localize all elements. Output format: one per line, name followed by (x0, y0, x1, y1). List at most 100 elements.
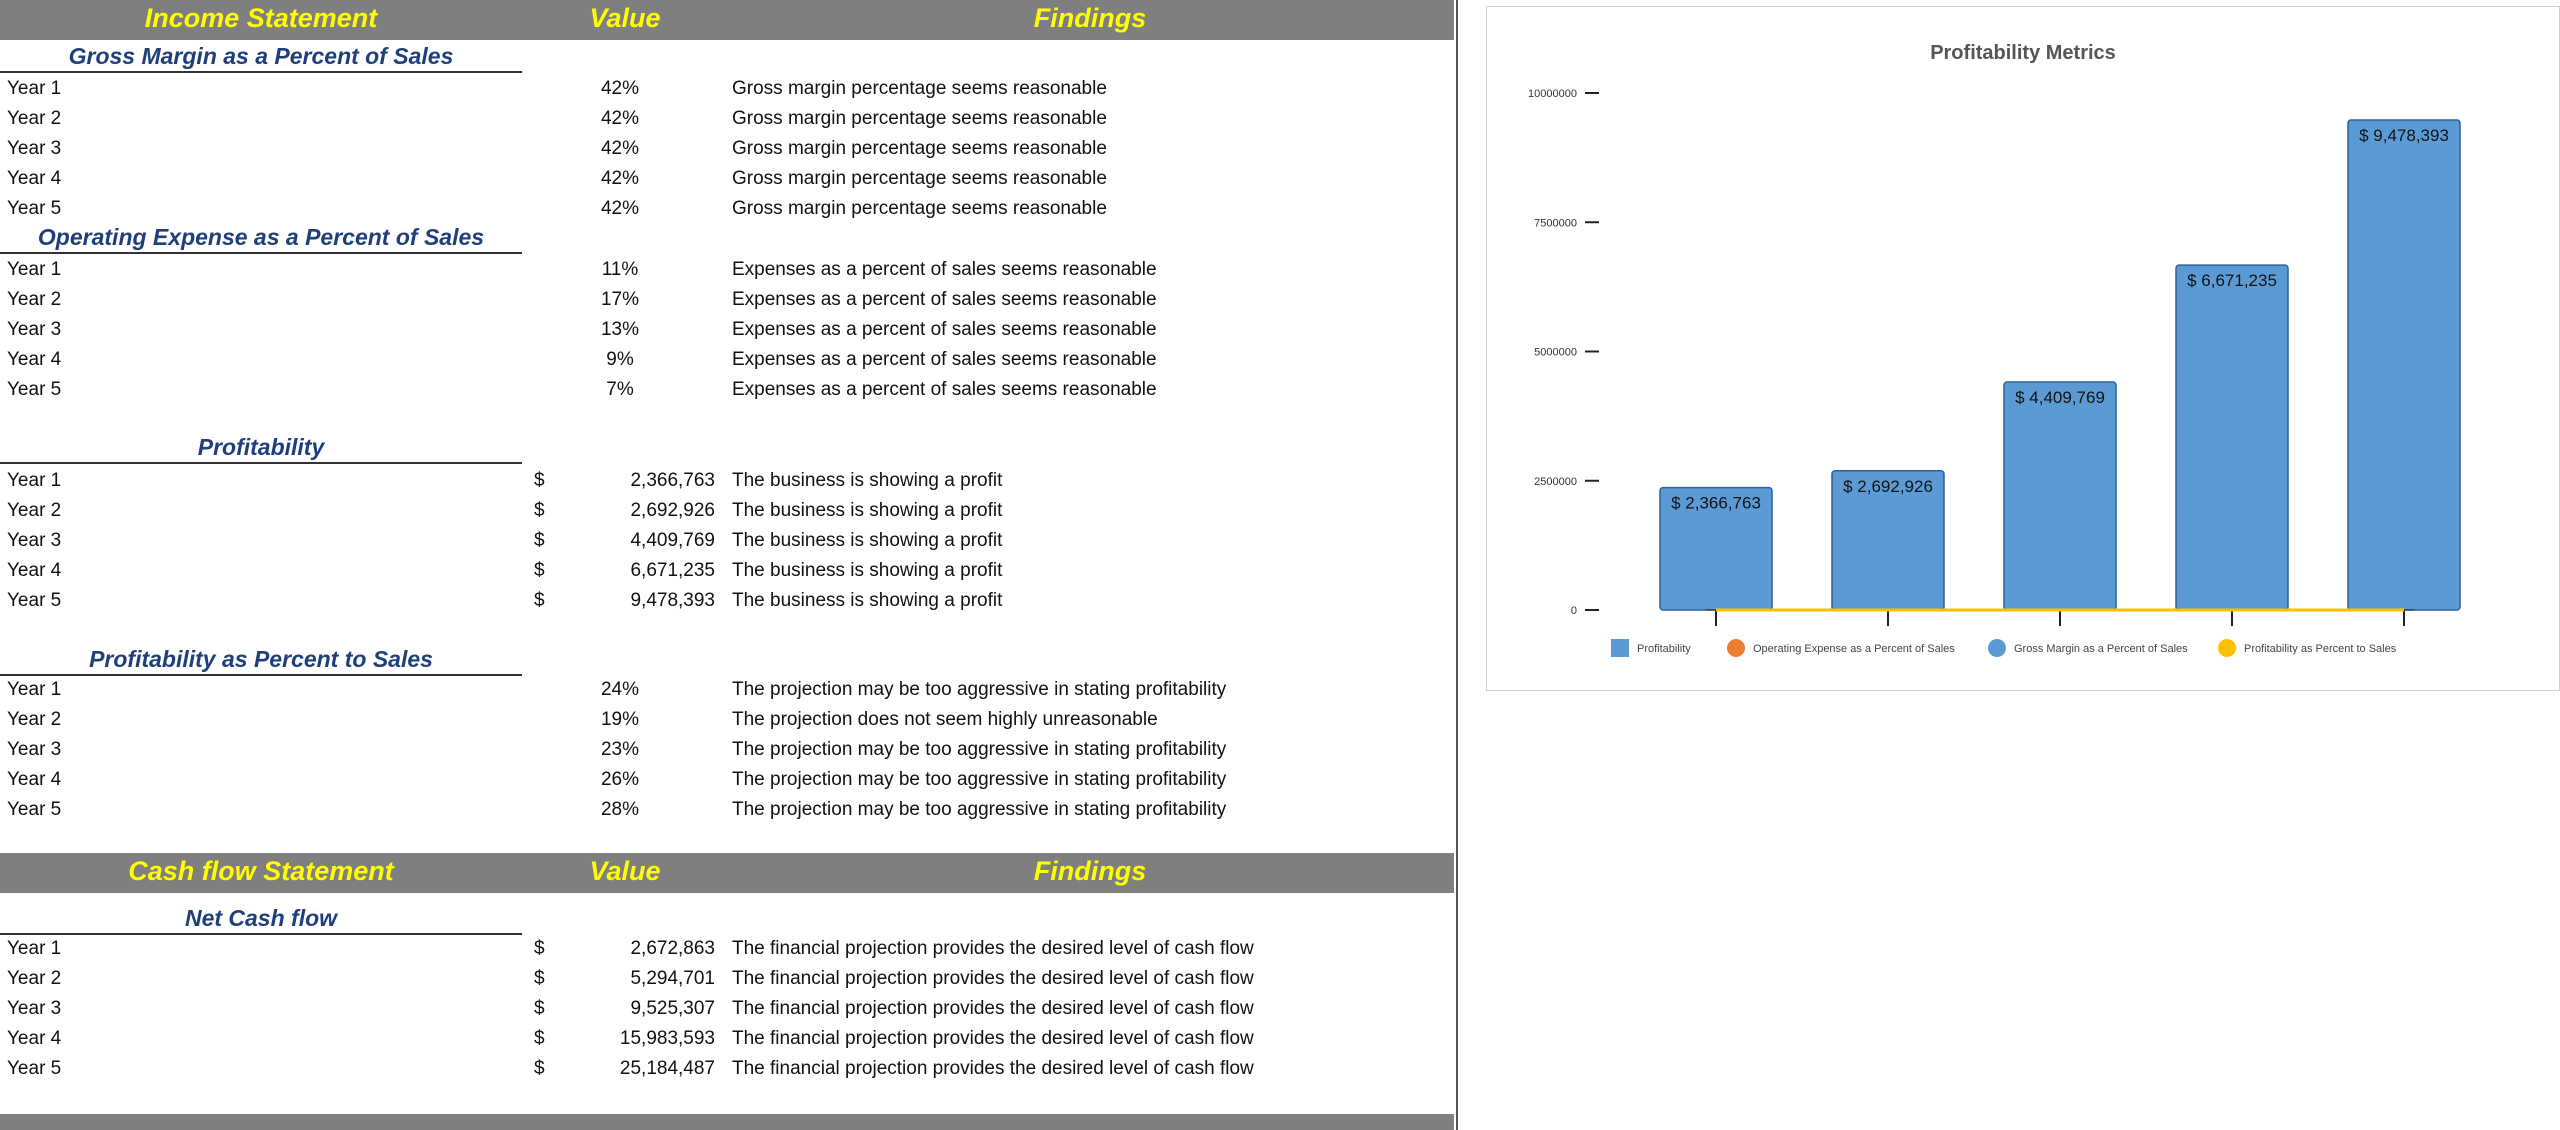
y-tick-label: 0 (1571, 605, 1577, 617)
currency-symbol: $ (534, 590, 545, 611)
row-finding: The financial projection provides the de… (732, 938, 1254, 959)
table-row[interactable]: Year 5 28% The projection may be too aggre… (0, 795, 1454, 825)
row-value: 6,671,235 (630, 560, 715, 581)
table-row[interactable]: Year 2 $5,294,701 The financial projection… (0, 964, 1454, 994)
legend-label: Profitability (1637, 643, 1691, 655)
row-label: Year 1 (7, 938, 62, 959)
row-label: Year 2 (7, 968, 62, 989)
table-row[interactable]: Year 4 26% The projection may be too aggre… (0, 765, 1454, 795)
y-tick-label: 10000000 (1528, 88, 1577, 100)
currency-symbol: $ (534, 1058, 545, 1079)
row-value: 9,478,393 (630, 590, 715, 611)
cashflow-statement-header: Cash flow Statement (128, 856, 394, 886)
chart-title: Profitability Metrics (1930, 42, 2116, 64)
income-statement-header: Income Statement (144, 3, 378, 33)
row-finding: The projection may be too aggressive in … (732, 679, 1227, 700)
row-label: Year 1 (7, 259, 62, 280)
row-value: 42% (600, 108, 640, 129)
y-tick-label: 5000000 (1534, 347, 1577, 359)
row-label: Year 1 (7, 679, 62, 700)
row-finding: The projection may be too aggressive in … (732, 739, 1227, 760)
table-row[interactable]: Year 2 $2,692,926 The business is showing … (0, 496, 1454, 526)
row-value: 11% (601, 259, 639, 280)
table-row[interactable]: Year 2 19% The projection does not seem hi… (0, 705, 1454, 735)
profit-pct-title: Profitability as Percent to Sales (0, 644, 522, 676)
table-row[interactable]: Year 5 7% Expenses as a percent of sales s… (0, 375, 1454, 405)
row-finding: The business is showing a profit (732, 500, 1003, 521)
row-finding: Expenses as a percent of sales seems rea… (732, 349, 1157, 370)
table-row[interactable]: Year 1 42% Gross margin percentage seems r… (0, 74, 1454, 104)
table-row[interactable]: Year 3 13% Expenses as a percent of sales … (0, 315, 1454, 345)
row-value: 42% (600, 198, 640, 219)
row-value: 23% (600, 739, 640, 760)
row-value: 17% (600, 289, 640, 310)
spreadsheet: Income Statement Value Findings Gross Ma… (0, 0, 1458, 1130)
chart-bar (2175, 264, 2289, 611)
table-row[interactable]: Year 3 23% The projection may be too aggre… (0, 735, 1454, 765)
chart-bar (2003, 381, 2117, 611)
row-label: Year 2 (7, 108, 62, 129)
row-finding: Gross margin percentage seems reasonable (732, 168, 1107, 189)
currency-symbol: $ (534, 938, 545, 959)
table-row[interactable]: Year 3 $9,525,307 The financial projection… (0, 994, 1454, 1024)
row-finding: The business is showing a profit (732, 590, 1003, 611)
row-label: Year 4 (7, 168, 62, 189)
y-tick-label: 7500000 (1534, 217, 1577, 229)
table-row[interactable]: Year 1 $2,672,863 The financial projection… (0, 934, 1454, 964)
row-finding: The business is showing a profit (732, 470, 1003, 491)
table-row[interactable]: Year 4 42% Gross margin percentage seems r… (0, 164, 1454, 194)
profitability-chart[interactable]: Profitability Metrics 0 2500000 5000000 7500… (1486, 6, 2560, 691)
row-label: Year 5 (7, 590, 62, 611)
row-label: Year 5 (7, 1058, 62, 1079)
table-row[interactable]: Year 1 11% Expenses as a percent of sales … (0, 255, 1454, 285)
row-value: 42% (600, 138, 640, 159)
table-row[interactable]: Year 1 $2,366,763 The business is showing … (0, 466, 1454, 496)
row-value: 4,409,769 (630, 530, 715, 551)
table-row[interactable]: Year 2 17% Expenses as a percent of sales … (0, 285, 1454, 315)
row-value: 2,672,863 (630, 938, 715, 959)
table-row[interactable]: Year 3 $4,409,769 The business is showing … (0, 526, 1454, 556)
row-value: 25,184,487 (619, 1058, 715, 1079)
row-finding: Gross margin percentage seems reasonable (732, 138, 1107, 159)
cashflow-header-band: Cash flow Statement Value Findings (0, 853, 1454, 893)
legend-label: Profitability as Percent to Sales (2244, 643, 2397, 655)
table-row[interactable]: Year 5 $9,478,393 The business is showing … (0, 586, 1454, 616)
row-label: Year 3 (7, 739, 62, 760)
legend-swatch (2218, 639, 2236, 657)
row-finding: Expenses as a percent of sales seems rea… (732, 289, 1157, 310)
currency-symbol: $ (534, 998, 545, 1019)
bar-data-label: $ 6,671,235 (2187, 271, 2277, 290)
legend-label: Gross Margin as a Percent of Sales (2014, 643, 2188, 655)
chart-svg: Profitability Metrics 0 2500000 5000000 7500… (1528, 42, 2461, 657)
table-row[interactable]: Year 4 9% Expenses as a percent of sales s… (0, 345, 1454, 375)
bar-data-label: $ 9,478,393 (2359, 126, 2449, 145)
currency-symbol: $ (534, 530, 545, 551)
legend-swatch (1727, 639, 1745, 657)
row-label: Year 1 (7, 78, 62, 99)
profitability-title: Profitability (0, 432, 522, 464)
table-row[interactable]: Year 2 42% Gross margin percentage seems r… (0, 104, 1454, 134)
table-row[interactable]: Year 5 42% Gross margin percentage seems r… (0, 194, 1454, 224)
table-row[interactable]: Year 4 $15,983,593 The financial projectio… (0, 1024, 1454, 1054)
row-value: 5,294,701 (630, 968, 715, 989)
row-label: Year 5 (7, 379, 62, 400)
findings-header: Findings (1033, 856, 1147, 886)
row-finding: The financial projection provides the de… (732, 1028, 1254, 1049)
row-label: Year 5 (7, 198, 62, 219)
row-finding: The business is showing a profit (732, 530, 1003, 551)
table-row[interactable]: Year 5 $25,184,487 The financial projectio… (0, 1054, 1454, 1084)
currency-symbol: $ (534, 470, 545, 491)
legend-swatch (1988, 639, 2006, 657)
currency-symbol: $ (534, 500, 545, 521)
net-cash-flow-title: Net Cash flow (0, 903, 522, 935)
table-row[interactable]: Year 1 24% The projection may be too aggre… (0, 675, 1454, 705)
footer-band (0, 1114, 1454, 1130)
table-row[interactable]: Year 4 $6,671,235 The business is showing … (0, 556, 1454, 586)
row-label: Year 4 (7, 349, 62, 370)
table-row[interactable]: Year 3 42% Gross margin percentage seems r… (0, 134, 1454, 164)
income-header-band: Income Statement Value Findings (0, 0, 1454, 40)
value-header: Value (589, 3, 661, 33)
row-finding: The financial projection provides the de… (732, 998, 1254, 1019)
row-finding: The projection may be too aggressive in … (732, 769, 1227, 790)
row-finding: Expenses as a percent of sales seems rea… (732, 379, 1157, 400)
